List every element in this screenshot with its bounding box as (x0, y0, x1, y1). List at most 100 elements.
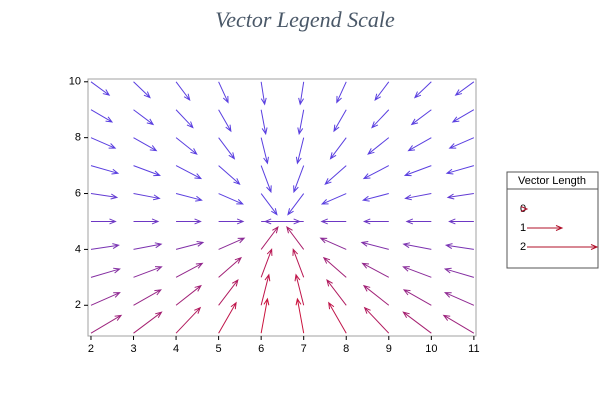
vector-arrow (320, 218, 347, 225)
vector-arrow (445, 165, 475, 175)
vector-arrow (133, 137, 158, 152)
x-tick-label: 9 (386, 343, 392, 355)
vector-arrow (402, 242, 432, 250)
vector-arrow (218, 165, 241, 186)
vector-arrow (374, 81, 390, 102)
x-tick-label: 7 (301, 343, 307, 355)
vector-arrow (294, 273, 305, 306)
vector-arrow (260, 109, 268, 136)
x-tick-label: 2 (88, 343, 94, 355)
vector-arrow (133, 109, 155, 126)
vector-arrow (218, 218, 245, 225)
vector-arrow (403, 165, 432, 177)
vector-arrow (260, 225, 279, 250)
x-tick-label: 5 (216, 343, 222, 355)
vector-arrow (260, 193, 278, 216)
x-tick-label: 10 (425, 343, 437, 355)
vector-arrow (133, 289, 162, 306)
legend-arrow (527, 225, 564, 231)
vector-arrow (446, 193, 474, 200)
vector-arrow (133, 193, 161, 201)
vector-arrow (175, 240, 205, 250)
vector-arrow (336, 81, 347, 104)
vector-arrow (410, 109, 432, 126)
vector-arrow (322, 256, 347, 278)
vector-arrow (90, 218, 117, 225)
vector-arrow (295, 297, 305, 334)
vector-arrow (371, 109, 390, 129)
vector-arrow (90, 314, 123, 334)
y-tick-label: 8 (75, 132, 81, 144)
vector-arrow (133, 266, 163, 278)
vector-arrow (319, 237, 347, 250)
vector-arrow (298, 81, 305, 106)
vector-arrow (175, 81, 191, 102)
legend-label: 1 (520, 222, 526, 234)
vector-arrow (218, 81, 229, 104)
x-tick-label: 8 (343, 343, 349, 355)
legend-title: Vector Length (518, 175, 586, 187)
vector-arrow (260, 273, 271, 306)
vector-arrow (263, 218, 304, 225)
vector-arrow (362, 165, 390, 180)
vector-arrow (176, 218, 202, 225)
vector-arrow (405, 218, 432, 225)
vector-arrow (218, 193, 244, 205)
vector-arrow (324, 165, 347, 186)
vector-arrow (90, 165, 120, 175)
vector-arrow (175, 165, 203, 180)
legend-label: 2 (520, 241, 526, 253)
vector-arrow (90, 81, 111, 96)
vector-arrow (448, 218, 474, 225)
vector-arrow (402, 289, 432, 306)
vector-arrow (260, 165, 272, 194)
vector-arrow (292, 248, 305, 278)
vector-arrow (407, 137, 432, 152)
vector-arrow (133, 218, 160, 225)
x-tick-label: 4 (173, 343, 179, 355)
vector-arrow (367, 137, 390, 155)
vector-arrow (326, 279, 347, 306)
vector-arrow (90, 137, 117, 149)
vector-arrow (320, 193, 347, 205)
y-tick-label: 6 (75, 187, 81, 199)
vector-arrow (260, 81, 267, 106)
vector-arrow (175, 262, 204, 278)
vector-arrow (90, 267, 121, 278)
vector-arrow (133, 242, 163, 250)
vector-arrow (218, 301, 237, 334)
chart-title: Vector Legend Scale (215, 7, 395, 32)
vector-arrow (175, 284, 202, 306)
vector-arrow (404, 193, 432, 201)
vector-arrow (175, 109, 194, 129)
vector-arrow (90, 292, 121, 306)
vector-arrow (260, 137, 269, 165)
y-tick-label: 4 (75, 243, 81, 255)
y-tick-label: 10 (69, 76, 81, 88)
vector-arrow (218, 237, 246, 250)
vector-arrow (448, 137, 475, 149)
legend-arrow (520, 206, 529, 212)
vector-arrow (402, 266, 432, 278)
vector-arrow (363, 306, 390, 334)
legend-label: 0 (520, 203, 526, 215)
vector-arrow (90, 109, 114, 123)
x-tick-label: 11 (468, 343, 479, 355)
vector-arrow (133, 165, 161, 177)
vector-arrow (286, 225, 305, 250)
vector-arrow (443, 267, 475, 278)
vector-arrow (297, 109, 305, 136)
vector-arrow (287, 193, 305, 216)
legend-box (506, 171, 599, 269)
vector-arrow (442, 314, 475, 334)
vector-arrow (328, 301, 347, 334)
vector-arrow (90, 193, 119, 200)
vector-arrow (133, 311, 163, 334)
vector-arrow (329, 137, 347, 160)
x-tick-label: 3 (130, 343, 136, 355)
vector-arrow (295, 137, 305, 165)
vector-arrow (175, 137, 198, 155)
vector-arrow (360, 240, 389, 250)
vector-arrow (260, 248, 273, 278)
vector-arrow (362, 284, 390, 306)
